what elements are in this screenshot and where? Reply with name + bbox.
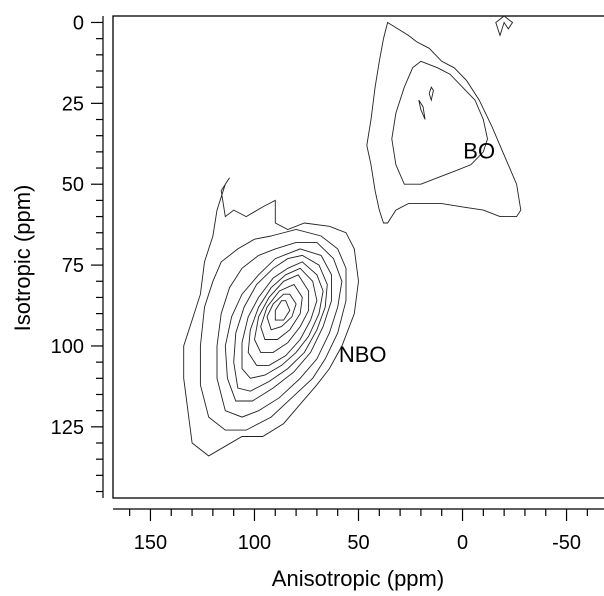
y-tick-label: 125 bbox=[51, 417, 84, 439]
nbo-contour bbox=[266, 293, 297, 331]
nbo-contour bbox=[274, 300, 291, 321]
bo-annotation: BO bbox=[463, 138, 495, 163]
y-axis-ticks: 0 25 50 75 100 125 bbox=[51, 12, 103, 493]
nbo-contour bbox=[216, 241, 343, 418]
y-tick-label: 0 bbox=[73, 12, 84, 34]
bo-contour bbox=[391, 60, 488, 185]
y-tick-label: 100 bbox=[51, 336, 84, 358]
nbo-contour bbox=[241, 261, 324, 379]
bo-contour bbox=[366, 21, 522, 224]
nbo-contour bbox=[260, 283, 303, 340]
contour-lines bbox=[183, 15, 522, 457]
plot-frame bbox=[112, 15, 604, 499]
nbo-contour bbox=[199, 229, 347, 431]
y-tick-label: 50 bbox=[62, 174, 84, 196]
nbo-contour bbox=[247, 267, 318, 366]
bo-contour bbox=[418, 99, 426, 120]
x-axis-ticks: 150 100 50 0 -50 bbox=[129, 509, 588, 554]
bo-contour bbox=[428, 86, 434, 102]
x-tick-label: 50 bbox=[347, 532, 369, 554]
nbo-contour bbox=[254, 274, 310, 353]
x-tick-label: 150 bbox=[134, 532, 167, 554]
x-tick-label: 100 bbox=[238, 532, 271, 554]
y-tick-label: 25 bbox=[62, 93, 84, 115]
nbo-contour bbox=[233, 254, 328, 392]
x-tick-label: 0 bbox=[457, 532, 468, 554]
x-tick-label: -50 bbox=[552, 532, 581, 554]
nbo-contour bbox=[183, 177, 359, 457]
bo-contour bbox=[495, 15, 514, 37]
nbo-annotation: NBO bbox=[339, 342, 387, 367]
y-axis-label: Isotropic (ppm) bbox=[10, 185, 35, 332]
nbo-contour bbox=[224, 248, 332, 402]
y-tick-label: 75 bbox=[62, 255, 84, 277]
annotations: BO NBO bbox=[339, 138, 495, 367]
x-axis-label: Anisotropic (ppm) bbox=[272, 566, 444, 591]
